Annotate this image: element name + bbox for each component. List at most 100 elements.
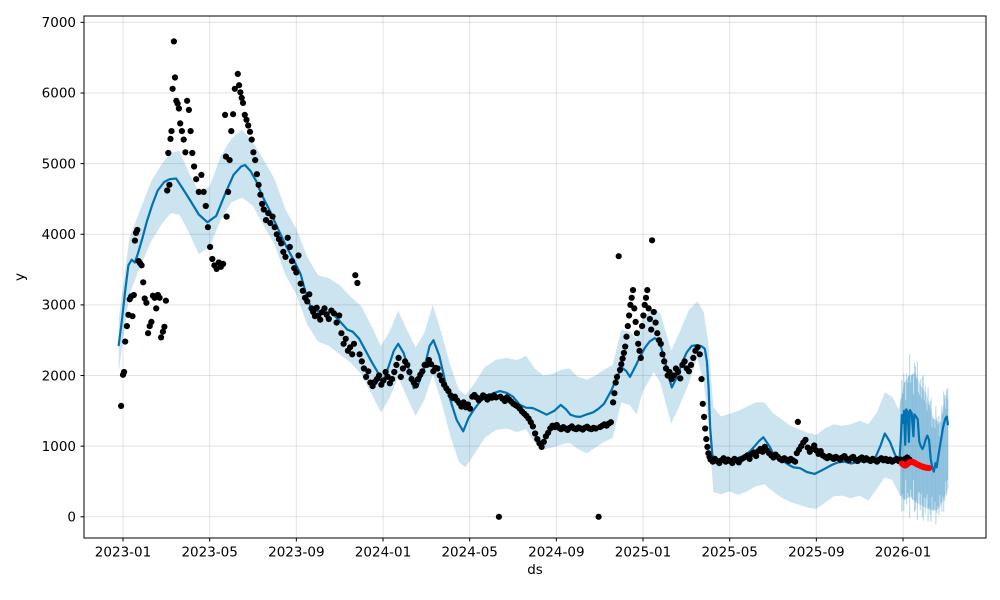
data-point <box>333 319 340 326</box>
data-point <box>189 149 196 157</box>
uncertainty-band <box>118 129 949 512</box>
data-point <box>267 219 274 227</box>
recent-actual-points <box>898 458 933 472</box>
data-point <box>622 343 629 350</box>
grid <box>84 16 986 538</box>
data-point <box>397 373 404 380</box>
x-tick-label: 2026-01 <box>875 545 931 561</box>
data-point <box>184 97 191 104</box>
data-point <box>349 351 356 358</box>
data-point <box>540 438 547 445</box>
data-point <box>637 354 644 361</box>
data-point <box>399 365 406 372</box>
data-point <box>404 361 411 368</box>
data-point <box>174 100 181 107</box>
data-point <box>260 206 267 213</box>
data-point <box>629 287 637 294</box>
data-point <box>619 355 626 362</box>
data-point <box>130 291 137 299</box>
y-tick-label: 2000 <box>42 368 76 384</box>
data-point <box>238 94 245 101</box>
data-point <box>688 361 695 368</box>
data-point <box>306 291 313 298</box>
x-tick-label: 2023-01 <box>95 545 151 561</box>
data-point <box>618 361 625 368</box>
data-point <box>223 213 230 220</box>
x-tick-label: 2025-05 <box>701 545 757 561</box>
data-point <box>639 323 646 330</box>
y-tick-label: 7000 <box>42 15 76 31</box>
data-point <box>406 368 413 376</box>
data-point <box>595 513 602 520</box>
data-point <box>624 323 631 330</box>
data-point <box>237 89 244 96</box>
data-point <box>811 442 818 449</box>
data-point <box>207 243 214 251</box>
data-point <box>200 188 207 195</box>
data-point <box>246 128 254 135</box>
x-tick-label: 2023-09 <box>268 545 324 561</box>
data-point <box>162 297 169 304</box>
data-point <box>159 328 166 335</box>
data-point <box>202 202 209 210</box>
data-point <box>171 74 179 81</box>
data-point <box>623 333 630 340</box>
data-point <box>681 358 688 365</box>
data-point <box>165 149 172 157</box>
data-point <box>122 338 129 345</box>
data-point <box>670 372 677 379</box>
data-point <box>389 376 396 383</box>
x-tick-label: 2024-01 <box>355 545 411 561</box>
data-point <box>178 128 185 135</box>
data-point <box>134 226 141 234</box>
data-point <box>131 237 138 244</box>
y-tick-labels: 0 1000 2000 3000 4000 5000 6000 7000 <box>42 15 76 525</box>
data-point <box>628 294 635 301</box>
data-point <box>753 453 760 460</box>
data-point <box>661 358 668 365</box>
data-point <box>278 240 285 247</box>
data-point <box>225 188 232 195</box>
data-point <box>631 305 638 312</box>
x-tick-label: 2023-05 <box>181 545 237 561</box>
data-point <box>646 315 654 323</box>
y-tick-label: 1000 <box>42 439 76 455</box>
data-point <box>253 171 260 178</box>
data-point <box>391 368 398 376</box>
data-point <box>792 458 799 465</box>
y-tick-label: 3000 <box>42 298 76 314</box>
data-point <box>286 243 293 251</box>
y-tick-label: 0 <box>67 510 76 526</box>
data-point <box>304 298 311 305</box>
data-point <box>645 305 652 312</box>
data-point <box>129 313 136 320</box>
data-point <box>354 279 361 287</box>
data-point <box>703 436 710 443</box>
data-point <box>428 361 435 368</box>
data-point <box>434 365 441 372</box>
data-point <box>616 366 624 373</box>
data-point <box>230 111 237 118</box>
y-tick-label: 5000 <box>42 156 76 172</box>
data-point <box>138 262 145 269</box>
y-tick-label: 4000 <box>42 227 76 243</box>
data-point <box>356 351 363 358</box>
data-point <box>611 390 618 397</box>
data-point <box>338 330 345 337</box>
yhat-line <box>117 163 949 475</box>
data-point <box>248 136 255 143</box>
data-point <box>295 252 302 259</box>
data-point <box>193 176 200 183</box>
data-point <box>436 372 443 379</box>
data-point <box>148 318 155 325</box>
data-point <box>649 237 656 244</box>
data-point <box>698 376 705 383</box>
data-point <box>640 312 647 319</box>
y-tick-label: 6000 <box>42 86 76 102</box>
data-point <box>380 377 387 384</box>
data-point <box>352 272 359 279</box>
data-point <box>325 315 332 323</box>
data-point <box>156 294 163 301</box>
data-point <box>358 358 365 365</box>
data-point <box>167 135 174 142</box>
